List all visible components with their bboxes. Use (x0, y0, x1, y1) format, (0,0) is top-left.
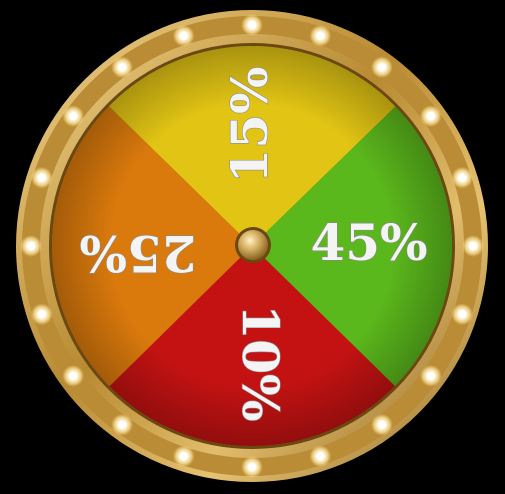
rim-bulb-core (38, 174, 46, 182)
segment-label-top: 15% (220, 66, 279, 183)
rim-bulb-core (180, 32, 188, 40)
rim-bulb-core (427, 372, 435, 380)
rim-bulb-core (378, 421, 386, 429)
rim-bulb-core (118, 421, 126, 429)
rim-bulb-core (427, 112, 435, 120)
rim-bulb-core (27, 242, 35, 250)
rim-bulb-core (248, 463, 256, 471)
segment-label-right: 45% (310, 213, 427, 272)
segment-label-bottom: 10% (231, 304, 290, 421)
rim-bulb-core (378, 63, 386, 71)
segment-label-left: 25% (79, 224, 196, 283)
rim-bulb-core (469, 242, 477, 250)
rim-bulb-core (118, 63, 126, 71)
hub-icon[interactable] (238, 230, 268, 260)
rim-bulb-core (458, 174, 466, 182)
rim-bulb-core (316, 452, 324, 460)
rim-bulb-core (316, 32, 324, 40)
rim-bulb-core (69, 112, 77, 120)
rim-bulb-core (38, 310, 46, 318)
rim-bulb-core (458, 310, 466, 318)
rim-bulb-core (248, 21, 256, 29)
rim-bulb-core (69, 372, 77, 380)
rim-bulb-core (180, 452, 188, 460)
